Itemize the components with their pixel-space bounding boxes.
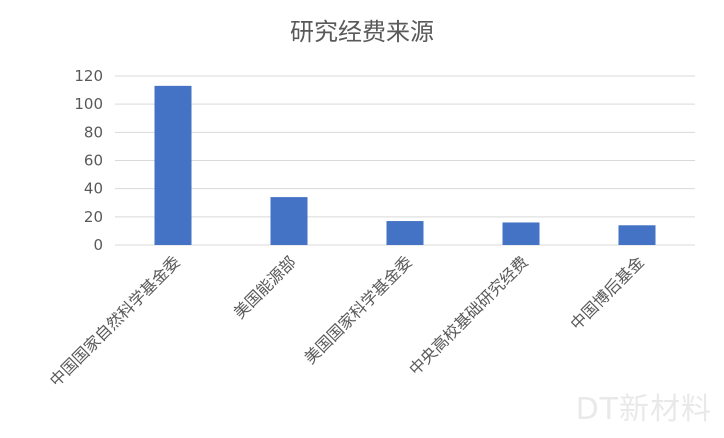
chart-title: 研究经费来源 [290, 18, 434, 46]
bars [154, 85, 656, 245]
y-tick-label: 40 [84, 180, 103, 198]
bar-2 [386, 221, 424, 245]
x-tick-label: 中国国家自然科学基金委 [46, 252, 184, 390]
x-tick-label: 中国博后基金 [567, 252, 648, 333]
bar-0 [154, 85, 192, 245]
y-tick-label: 120 [74, 67, 103, 85]
y-tick-label: 0 [93, 236, 103, 254]
x-tick-label: 中央高校基础研究经费 [405, 252, 532, 379]
y-tick-label: 60 [84, 152, 103, 170]
gridlines [115, 75, 695, 246]
x-tick-label: 美国能源部 [230, 252, 300, 322]
bar-3 [502, 222, 540, 245]
bar-1 [270, 197, 308, 245]
y-tick-label: 80 [84, 123, 103, 141]
y-tick-label: 100 [74, 95, 103, 113]
watermark: DT新材料 [575, 392, 712, 427]
x-tick-label: 美国国家科学基金委 [301, 252, 416, 367]
y-axis-tick-labels: 0 20 40 60 80 100 120 [74, 67, 103, 254]
bar-4 [618, 225, 656, 245]
y-tick-label: 20 [84, 208, 103, 226]
